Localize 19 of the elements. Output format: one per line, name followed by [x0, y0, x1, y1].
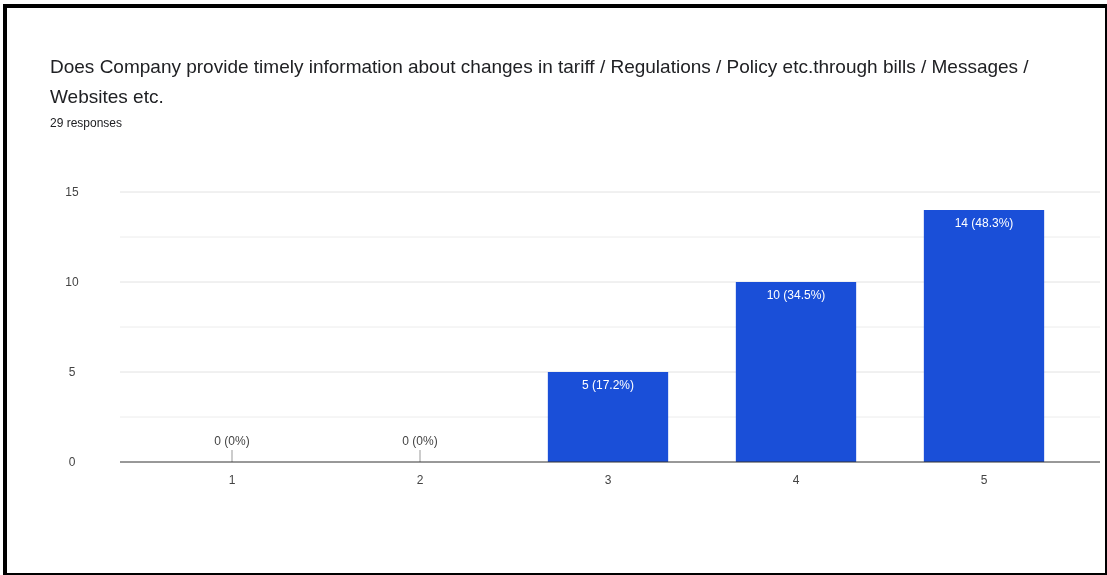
x-tick-label: 1	[228, 473, 236, 487]
data-label: 10 (34.5%)	[766, 288, 826, 302]
y-tick-label: 5	[68, 365, 76, 379]
data-label: 14 (48.3%)	[954, 216, 1014, 230]
y-tick-label: 10	[65, 275, 79, 289]
x-tick-label: 3	[604, 473, 612, 487]
bar	[735, 282, 857, 462]
data-label: 0 (0%)	[402, 434, 438, 448]
chart-title: Does Company provide timely information about changes in tariff / Regulations / Policy etc.through bills / Messages / Websites etc.	[50, 56, 1030, 107]
x-tick-label: 4	[792, 473, 800, 487]
x-tick-label: 2	[416, 473, 424, 487]
bar	[923, 210, 1045, 462]
bar	[547, 372, 669, 462]
data-label: 0 (0%)	[214, 434, 250, 448]
x-tick-label: 5	[980, 473, 988, 487]
y-tick-label: 15	[65, 185, 79, 199]
chart-subtitle: 29 responses	[50, 116, 123, 130]
y-tick-label: 0	[68, 455, 76, 469]
data-label: 5 (17.2%)	[581, 378, 635, 392]
